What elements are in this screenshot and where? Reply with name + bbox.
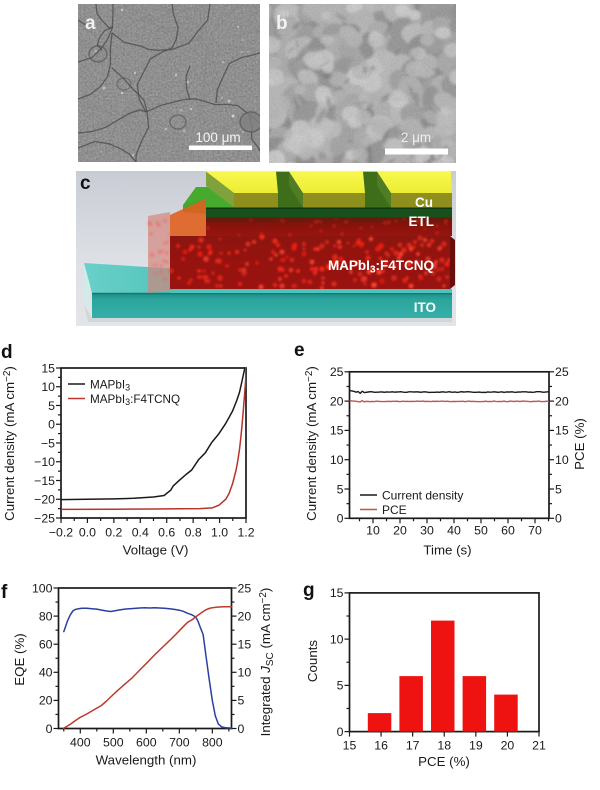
svg-text:20: 20 (238, 609, 252, 623)
svg-text:700: 700 (169, 736, 190, 750)
svg-text:15: 15 (330, 424, 344, 438)
svg-text:0.8: 0.8 (185, 526, 202, 540)
svg-text:b: b (276, 13, 288, 34)
svg-text:18: 18 (437, 739, 451, 753)
svg-text:Integrated JSC (mA cm−2): Integrated JSC (mA cm−2) (258, 588, 276, 737)
svg-text:0: 0 (555, 512, 562, 526)
svg-text:5: 5 (555, 482, 562, 496)
svg-text:PCE: PCE (382, 503, 407, 517)
svg-text:5: 5 (337, 679, 344, 693)
svg-text:MAPbI3:F4TCNQ: MAPbI3:F4TCNQ (90, 393, 180, 407)
svg-text:Wavelength (nm): Wavelength (nm) (96, 753, 197, 768)
svg-text:−15: −15 (34, 474, 55, 488)
svg-text:0.4: 0.4 (132, 526, 149, 540)
svg-text:1.2: 1.2 (237, 526, 254, 540)
svg-text:30: 30 (420, 524, 434, 538)
svg-text:40: 40 (39, 666, 53, 680)
svg-text:15: 15 (343, 739, 357, 753)
svg-text:g: g (303, 580, 315, 601)
svg-text:0: 0 (337, 725, 344, 739)
svg-text:400: 400 (70, 736, 91, 750)
svg-text:Time (s): Time (s) (423, 543, 471, 558)
svg-text:25: 25 (330, 365, 344, 379)
svg-text:0: 0 (238, 722, 245, 736)
svg-text:PCE (%): PCE (%) (572, 418, 587, 470)
svg-text:Cu: Cu (415, 195, 433, 210)
svg-text:−5: −5 (41, 436, 55, 450)
svg-text:21: 21 (532, 739, 546, 753)
svg-text:Voltage (V): Voltage (V) (123, 543, 189, 558)
svg-text:100 μm: 100 μm (195, 130, 240, 145)
svg-text:2 μm: 2 μm (401, 130, 431, 145)
svg-text:−25: −25 (34, 511, 55, 525)
svg-text:Current density (mA cm−2): Current density (mA cm−2) (304, 366, 319, 521)
svg-text:0: 0 (48, 418, 55, 432)
svg-text:19: 19 (469, 739, 483, 753)
svg-text:a: a (85, 13, 96, 34)
svg-text:−0.2: −0.2 (49, 526, 73, 540)
svg-text:10: 10 (238, 666, 252, 680)
svg-text:e: e (294, 340, 305, 361)
svg-text:25: 25 (238, 581, 252, 595)
svg-text:20: 20 (330, 394, 344, 408)
svg-text:20: 20 (501, 739, 515, 753)
svg-text:60: 60 (501, 524, 515, 538)
svg-text:5: 5 (337, 482, 344, 496)
svg-text:80: 80 (39, 609, 53, 623)
svg-text:25: 25 (555, 365, 569, 379)
svg-text:Counts: Counts (305, 640, 320, 682)
svg-text:f: f (1, 582, 8, 603)
svg-text:20: 20 (39, 694, 53, 708)
svg-text:20: 20 (393, 524, 407, 538)
svg-text:−10: −10 (34, 455, 55, 469)
svg-text:0.0: 0.0 (79, 526, 96, 540)
svg-text:10: 10 (366, 524, 380, 538)
svg-text:15: 15 (41, 361, 55, 375)
svg-text:16: 16 (374, 739, 388, 753)
svg-text:−20: −20 (34, 493, 55, 507)
svg-text:15: 15 (238, 638, 252, 652)
svg-text:0: 0 (46, 722, 53, 736)
svg-text:c: c (80, 173, 91, 194)
svg-text:MAPbI3: MAPbI3 (90, 378, 130, 392)
svg-text:ETL: ETL (409, 214, 435, 229)
svg-text:10: 10 (41, 380, 55, 394)
svg-text:500: 500 (103, 736, 124, 750)
svg-text:0.2: 0.2 (105, 526, 122, 540)
svg-text:Current density (mA cm−2): Current density (mA cm−2) (2, 366, 17, 521)
svg-text:60: 60 (39, 638, 53, 652)
svg-text:20: 20 (555, 394, 569, 408)
svg-text:50: 50 (474, 524, 488, 538)
svg-text:100: 100 (32, 581, 53, 595)
svg-text:800: 800 (202, 736, 223, 750)
svg-text:15: 15 (330, 586, 344, 600)
svg-text:17: 17 (406, 739, 420, 753)
svg-text:5: 5 (238, 694, 245, 708)
svg-text:10: 10 (330, 453, 344, 467)
svg-text:ITO: ITO (414, 300, 436, 315)
svg-text:5: 5 (48, 399, 55, 413)
svg-text:70: 70 (528, 524, 542, 538)
svg-text:10: 10 (330, 632, 344, 646)
svg-text:Current density: Current density (382, 488, 463, 502)
svg-text:600: 600 (136, 736, 157, 750)
svg-text:EQE (%): EQE (%) (12, 633, 27, 685)
svg-text:0.6: 0.6 (158, 526, 175, 540)
svg-text:10: 10 (555, 453, 569, 467)
svg-text:15: 15 (555, 424, 569, 438)
svg-text:MAPbI3:F4TCNQ: MAPbI3:F4TCNQ (328, 258, 434, 276)
svg-text:PCE (%): PCE (%) (418, 754, 470, 769)
svg-text:0: 0 (337, 512, 344, 526)
svg-text:d: d (1, 342, 13, 363)
svg-text:1.0: 1.0 (211, 526, 228, 540)
svg-text:40: 40 (447, 524, 461, 538)
